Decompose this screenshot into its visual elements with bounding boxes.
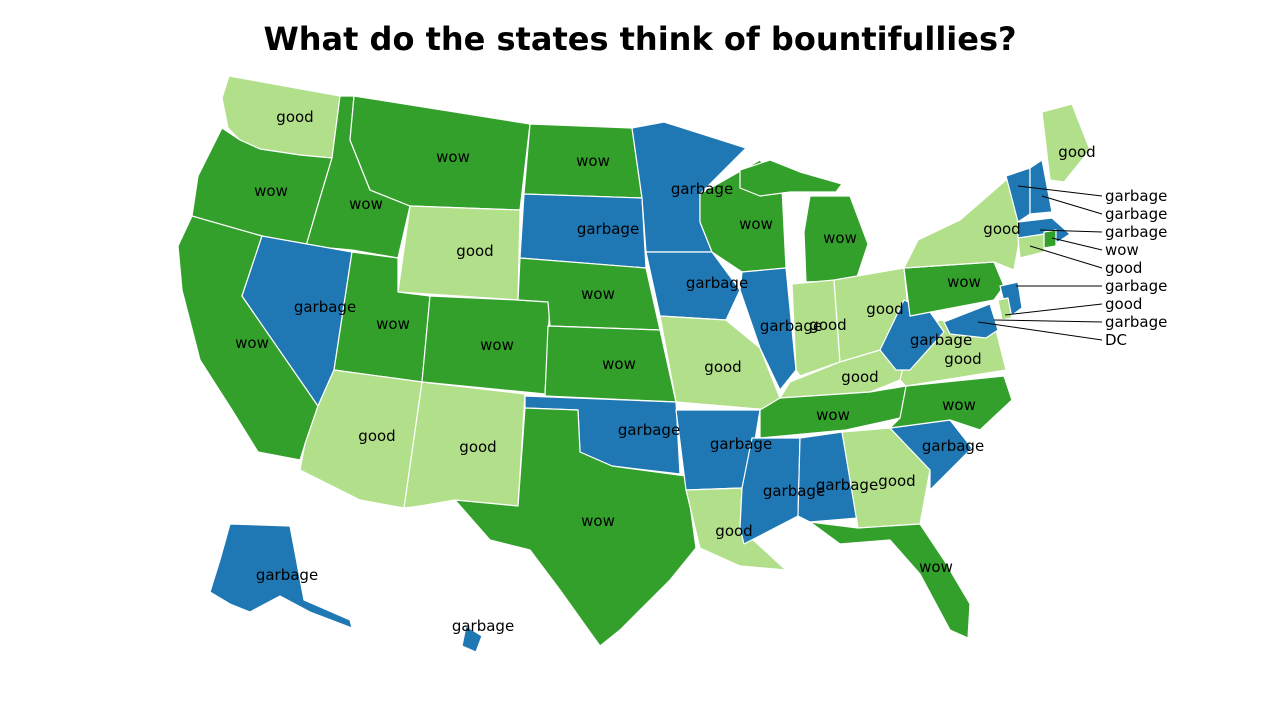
ri-callout: wow bbox=[1105, 241, 1139, 259]
ma-callout: garbage bbox=[1105, 223, 1167, 241]
nd-label: wow bbox=[576, 152, 610, 170]
ok-label: garbage bbox=[618, 421, 680, 439]
mt-label: wow bbox=[436, 148, 470, 166]
state-ak bbox=[209, 523, 353, 629]
nh-callout: garbage bbox=[1105, 205, 1167, 223]
mi-label: wow bbox=[823, 229, 857, 247]
nm-label: good bbox=[459, 438, 496, 456]
mn-label: garbage bbox=[671, 180, 733, 198]
fl-label: wow bbox=[919, 558, 953, 576]
md-callout: garbage bbox=[1105, 313, 1167, 331]
nh-callout-leader-line bbox=[1041, 195, 1103, 215]
la-label: good bbox=[715, 522, 752, 540]
state-nc bbox=[889, 375, 1013, 431]
ca-label: wow bbox=[235, 334, 269, 352]
mo-label: good bbox=[704, 358, 741, 376]
ct-callout-leader-line bbox=[1029, 245, 1103, 269]
de-callout: good bbox=[1105, 295, 1142, 313]
il-label: garbage bbox=[760, 317, 822, 335]
ri-callout-leader-line bbox=[1051, 237, 1103, 251]
va-label: good bbox=[944, 350, 981, 368]
ks-label: wow bbox=[602, 355, 636, 373]
ne-label: wow bbox=[581, 285, 615, 303]
wy-label: good bbox=[456, 242, 493, 260]
ut-label: wow bbox=[376, 315, 410, 333]
nv-label: garbage bbox=[294, 298, 356, 316]
me-label: good bbox=[1058, 143, 1095, 161]
wv-label: garbage bbox=[910, 331, 972, 349]
vt-callout: garbage bbox=[1105, 187, 1167, 205]
hi-label: garbage bbox=[452, 617, 514, 635]
or-label: wow bbox=[254, 182, 288, 200]
ak-label: garbage bbox=[256, 566, 318, 584]
ar-label: garbage bbox=[710, 435, 772, 453]
state-mi2 bbox=[739, 159, 843, 197]
tx-label: wow bbox=[581, 512, 615, 530]
ia-label: garbage bbox=[686, 274, 748, 292]
co-label: wow bbox=[480, 336, 514, 354]
ms-label: garbage bbox=[763, 482, 825, 500]
state-nh bbox=[1029, 159, 1053, 215]
ky-label: good bbox=[841, 368, 878, 386]
dc-callout-leader-line bbox=[977, 321, 1103, 341]
state-ga bbox=[841, 427, 931, 529]
state-al bbox=[797, 431, 859, 523]
state-in bbox=[791, 279, 841, 377]
sc-label: garbage bbox=[922, 437, 984, 455]
oh-label: good bbox=[866, 300, 903, 318]
dc-callout: DC bbox=[1105, 331, 1127, 349]
al-label: garbage bbox=[816, 476, 878, 494]
tn-label: wow bbox=[816, 406, 850, 424]
pa-label: wow bbox=[947, 273, 981, 291]
vt-callout-leader-line bbox=[1017, 185, 1103, 197]
ct-callout: good bbox=[1105, 259, 1142, 277]
md-callout-leader-line bbox=[993, 319, 1103, 323]
state-ia bbox=[645, 251, 741, 321]
wi-label: wow bbox=[739, 215, 773, 233]
nc-label: wow bbox=[942, 396, 976, 414]
az-label: good bbox=[358, 427, 395, 445]
ga-label: good bbox=[878, 472, 915, 490]
ny-label: good bbox=[983, 220, 1020, 238]
state-tx bbox=[454, 407, 697, 647]
ma-callout-leader-line bbox=[1039, 229, 1103, 233]
state-md bbox=[943, 303, 999, 339]
id-label: wow bbox=[349, 195, 383, 213]
de-callout-leader-line bbox=[1004, 303, 1103, 316]
in-label: good bbox=[809, 316, 846, 334]
nj-callout: garbage bbox=[1105, 277, 1167, 295]
wa-label: good bbox=[276, 108, 313, 126]
state-wv bbox=[879, 299, 945, 371]
sd-label: garbage bbox=[577, 220, 639, 238]
state-hi bbox=[461, 625, 483, 653]
state-me bbox=[1041, 103, 1091, 183]
map-title: What do the states think of bountifullie… bbox=[263, 20, 1017, 58]
state-fl bbox=[809, 521, 971, 639]
state-il bbox=[739, 267, 797, 391]
